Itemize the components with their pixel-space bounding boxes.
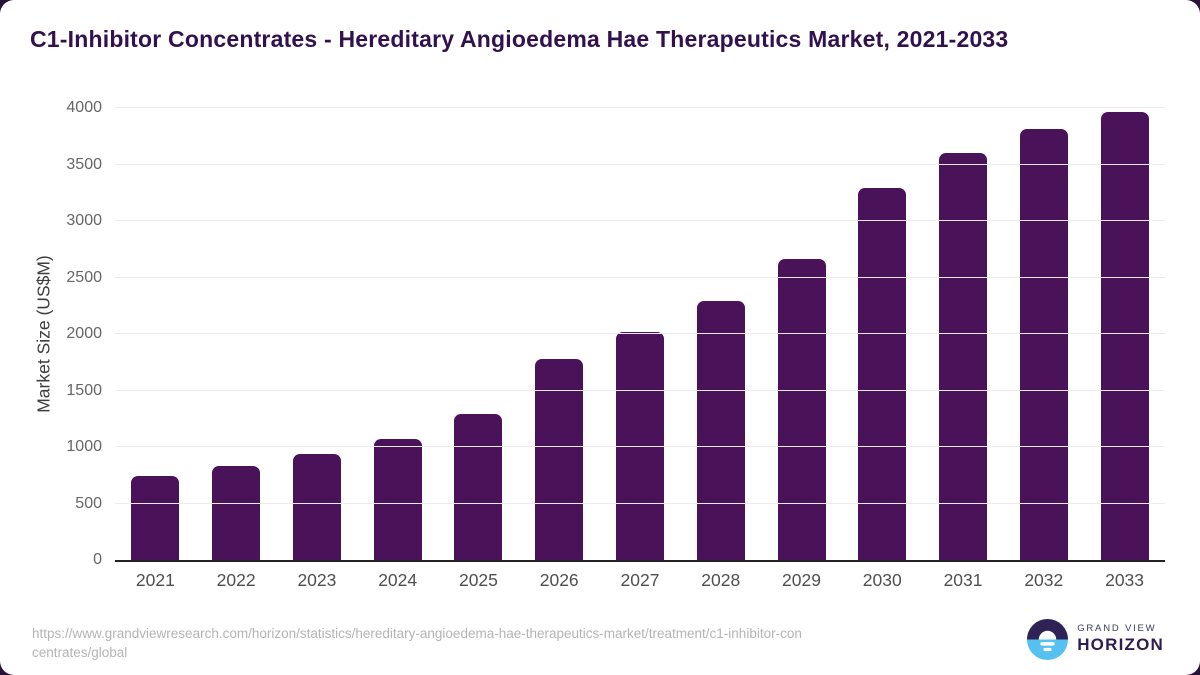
x-axis-tick-2022: 2022	[216, 570, 256, 590]
x-axis-tick-2025: 2025	[458, 570, 498, 590]
source-url-line-1: https://www.grandviewresearch.com/horizo…	[32, 626, 802, 642]
bar-slot-2021	[115, 108, 196, 560]
x-axis-tick-2026: 2026	[539, 570, 579, 590]
bar-slot-2031	[923, 108, 1004, 560]
grand-view-horizon-logo-icon	[1027, 619, 1069, 660]
gridline-500	[115, 502, 1165, 504]
bar-2033	[1100, 111, 1149, 560]
y-axis-tick-3000: 3000	[66, 212, 102, 229]
bar-slot-2022	[196, 108, 277, 560]
x-axis-labels: 2021 2022 2023 2024 2025 2026 2027 2028 2029 2030…	[115, 570, 1165, 591]
bar-2025	[454, 413, 503, 560]
bar-2021	[131, 476, 180, 560]
source-url: https://www.grandviewresearch.com/horizo…	[32, 625, 802, 663]
bar-slot-2029	[761, 108, 842, 560]
x-axis-tick-2029: 2029	[782, 570, 821, 590]
gridline-1500	[115, 389, 1165, 391]
logo-brand-top: GRAND VIEW	[1077, 623, 1157, 635]
x-axis-tick-2023: 2023	[297, 570, 337, 590]
x-axis-tick-2028: 2028	[701, 570, 741, 590]
y-axis-tick-4000: 4000	[66, 99, 102, 116]
plot-area: 0 500 1000 1500 2000 2500 3000 3500 4000	[66, 99, 1165, 568]
bar-2022	[212, 466, 261, 560]
bar-2027	[615, 331, 664, 560]
x-axis-tick-2033: 2033	[1105, 570, 1145, 590]
grand-view-horizon-logo: GRAND VIEW HORIZON	[1027, 619, 1164, 660]
gridline-1000	[115, 446, 1165, 447]
x-axis-tick-2031: 2031	[943, 570, 983, 590]
bar-slot-2032	[1003, 108, 1084, 560]
bar-slot-2025	[438, 108, 519, 560]
bar-2023	[292, 453, 341, 560]
y-axis-tick-2000: 2000	[66, 325, 102, 342]
gridline-3500	[115, 163, 1165, 165]
bar-2032	[1019, 129, 1068, 560]
x-axis-tick-2030: 2030	[862, 570, 902, 590]
bar-2029	[777, 259, 826, 560]
x-axis-tick-2024: 2024	[378, 570, 418, 590]
y-axis-tick-3500: 3500	[66, 155, 102, 173]
bar-slot-2026	[519, 108, 600, 560]
logo-brand-bottom: HORIZON	[1077, 635, 1164, 655]
bar-slot-2024	[357, 108, 438, 560]
x-axis-tick-2032: 2032	[1024, 570, 1064, 590]
bar-slot-2028	[680, 108, 761, 560]
bar-2031	[939, 153, 988, 560]
y-axis-tick-500: 500	[75, 494, 102, 512]
gridline-2500	[115, 276, 1165, 278]
x-axis-tick-2027: 2027	[620, 570, 660, 590]
bar-slot-2033	[1084, 108, 1165, 560]
bar-2030	[858, 188, 907, 560]
bar-2026	[535, 358, 584, 560]
bar-2024	[373, 438, 422, 560]
chart-title: C1-Inhibitor Concentrates - Hereditary A…	[30, 26, 1009, 52]
bar-slot-2030	[842, 108, 923, 560]
y-axis-tick-1000: 1000	[66, 438, 102, 455]
bar-slot-2027	[600, 108, 681, 560]
y-axis-tick-2500: 2500	[66, 268, 102, 286]
source-url-line-2: centrates/global	[32, 645, 128, 661]
y-axis-tick-0: 0	[93, 551, 102, 568]
bars-container	[115, 108, 1165, 560]
bar-2028	[696, 301, 745, 560]
gridline-4000	[115, 107, 1165, 108]
gridline-3000	[115, 220, 1165, 221]
bar-slot-2023	[277, 108, 358, 560]
y-axis-tick-1500: 1500	[66, 381, 102, 399]
logo-wordmark: GRAND VIEW HORIZON	[1077, 623, 1164, 655]
x-axis-tick-2021: 2021	[135, 570, 175, 590]
gridline-2000	[115, 333, 1165, 334]
